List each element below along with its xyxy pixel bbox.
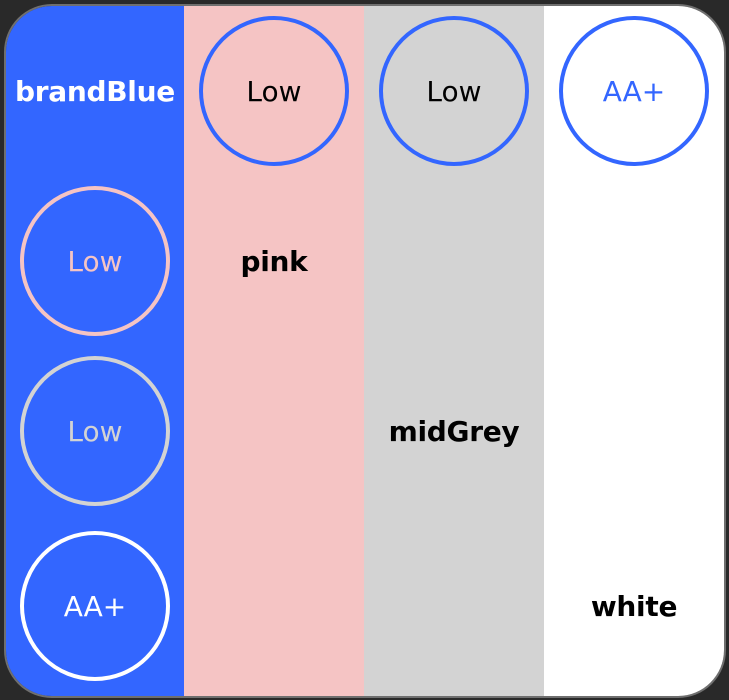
contrast-rating: Low (67, 414, 123, 448)
swatch-name-pink: pink (240, 244, 308, 278)
contrast-rating: Low (426, 74, 482, 108)
cell-white-on-blue: AA+ (6, 516, 184, 696)
cell-pink-on-blue: Low (6, 176, 184, 346)
contrast-rating: AA+ (63, 589, 127, 623)
swatch-name-brandblue: brandBlue (15, 74, 175, 108)
swatch-name-white: white (590, 589, 678, 623)
contrast-rating: AA+ (602, 74, 666, 108)
contrast-rating: Low (67, 244, 123, 278)
cell-grey-on-blue: Low (6, 346, 184, 516)
contrast-rating: Low (246, 74, 302, 108)
cell-white-label: white (544, 516, 724, 696)
contrast-circle-blue-on-pink: Low (199, 16, 349, 166)
cell-brandblue-label: brandBlue (6, 6, 184, 176)
contrast-circle-pink-on-blue: Low (20, 186, 170, 336)
cell-blue-on-grey: Low (364, 6, 544, 176)
cell-midgrey-label: midGrey (364, 346, 544, 516)
contrast-circle-white-on-blue: AA+ (20, 531, 170, 681)
contrast-grid: brandBlue Low Low AA+ Low pink Low midGr… (4, 4, 726, 698)
cell-blue-on-white: AA+ (544, 6, 724, 176)
contrast-circle-blue-on-white: AA+ (559, 16, 709, 166)
cell-blue-on-pink: Low (184, 6, 364, 176)
contrast-circle-grey-on-blue: Low (20, 356, 170, 506)
swatch-name-midgrey: midGrey (388, 414, 520, 448)
cell-pink-label: pink (184, 176, 364, 346)
contrast-circle-blue-on-grey: Low (379, 16, 529, 166)
